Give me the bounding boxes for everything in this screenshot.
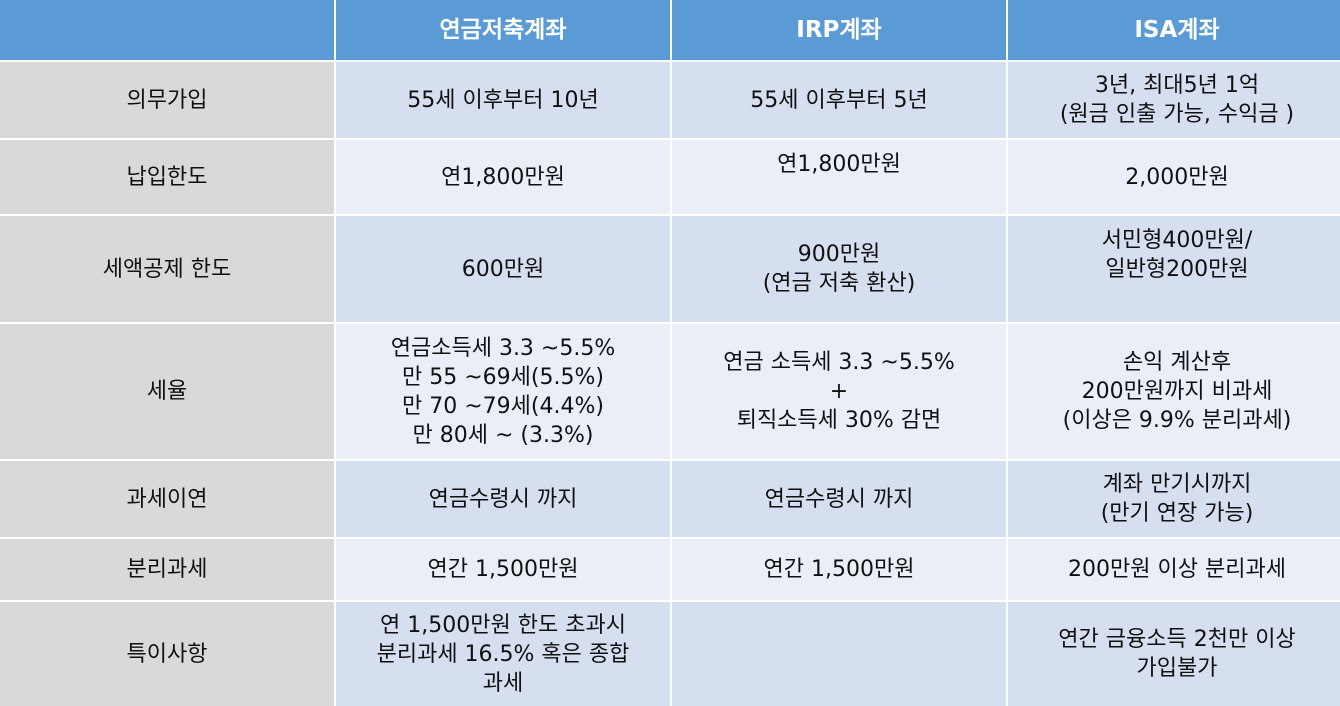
row-label-separate-taxation: 분리과세 [0,539,334,600]
cell-isa-tax-rate: 손익 계산후 200만원까지 비과세 (이상은 9.9% 분리과세) [1008,324,1340,459]
cell-pension-tax-credit-limit: 600만원 [336,216,670,322]
header-irp-account: IRP계좌 [672,0,1006,60]
cell-irp-tax-rate: 연금 소득세 3.3 ~5.5% + 퇴직소득세 30% 감면 [672,324,1006,459]
cell-isa-tax-deferral: 계좌 만기시까지 (만기 연장 가능) [1008,461,1340,537]
cell-irp-mandatory-period: 55세 이후부터 5년 [672,62,1006,138]
cell-pension-tax-deferral: 연금수령시 까지 [336,461,670,537]
cell-irp-contribution-limit: 연1,800만원 [672,140,1006,214]
cell-irp-tax-credit-limit: 900만원 (연금 저축 환산) [672,216,1006,322]
row-label-tax-credit-limit: 세액공제 한도 [0,216,334,322]
row-label-tax-deferral: 과세이연 [0,461,334,537]
header-corner-cell [0,0,334,60]
cell-isa-special-notes: 연간 금융소득 2천만 이상 가입불가 [1008,602,1340,706]
row-label-mandatory-period: 의무가입 [0,62,334,138]
cell-isa-mandatory-period: 3년, 최대5년 1억 (원금 인출 가능, 수익금 ) [1008,62,1340,138]
row-label-contribution-limit: 납입한도 [0,140,334,214]
cell-isa-separate-taxation: 200만원 이상 분리과세 [1008,539,1340,600]
cell-pension-contribution-limit: 연1,800만원 [336,140,670,214]
cell-irp-separate-taxation: 연간 1,500만원 [672,539,1006,600]
cell-pension-special-notes: 연 1,500만원 한도 초과시 분리과세 16.5% 혹은 종합 과세 [336,602,670,706]
cell-pension-separate-taxation: 연간 1,500만원 [336,539,670,600]
cell-pension-mandatory-period: 55세 이후부터 10년 [336,62,670,138]
cell-irp-special-notes [672,602,1006,706]
header-isa-account: ISA계좌 [1008,0,1340,60]
cell-isa-contribution-limit: 2,000만원 [1008,140,1340,214]
cell-irp-tax-deferral: 연금수령시 까지 [672,461,1006,537]
header-pension-account: 연금저축계좌 [336,0,670,60]
row-label-special-notes: 특이사항 [0,602,334,706]
cell-pension-tax-rate: 연금소득세 3.3 ~5.5% 만 55 ~69세(5.5%) 만 70 ~79… [336,324,670,459]
cell-isa-tax-credit-limit: 서민형400만원/ 일반형200만원 [1008,216,1340,322]
row-label-tax-rate: 세율 [0,324,334,459]
